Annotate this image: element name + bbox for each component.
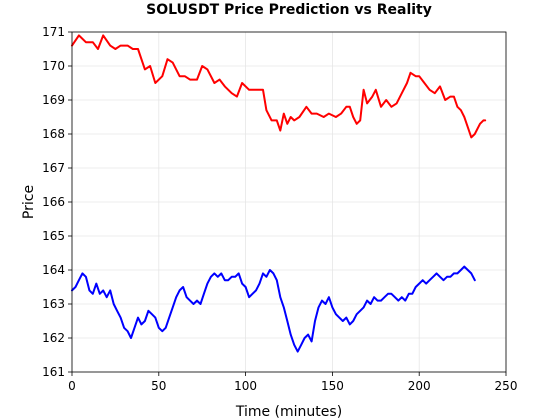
y-tick-label: 166	[42, 195, 65, 209]
x-axis-label: Time (minutes)	[235, 404, 342, 420]
x-tick-label: 50	[151, 379, 166, 393]
y-tick-label: 162	[42, 331, 65, 345]
y-tick-label: 164	[42, 263, 65, 277]
x-tick-label: 200	[408, 379, 431, 393]
x-axis: 0 50 100 150 200 250	[68, 372, 517, 393]
x-tick-label: 0	[68, 379, 76, 393]
x-tick-label: 250	[495, 379, 518, 393]
series-layer	[71, 34, 487, 353]
series-line-reality	[71, 34, 487, 139]
y-tick-label: 161	[42, 365, 65, 379]
y-tick-label: 170	[42, 59, 65, 73]
y-tick-label: 163	[42, 297, 65, 311]
y-tick-label: 167	[42, 161, 65, 175]
y-tick-label: 171	[42, 25, 65, 39]
series-line-prediction	[71, 265, 476, 353]
y-tick-label: 169	[42, 93, 65, 107]
y-axis-label: Price	[21, 185, 37, 219]
x-tick-label: 100	[234, 379, 257, 393]
x-tick-label: 150	[321, 379, 344, 393]
y-axis: 161 162 163 164 165 166 167 168 169 170 171	[42, 25, 72, 379]
y-tick-label: 165	[42, 229, 65, 243]
chart-title: SOLUSDT Price Prediction vs Reality	[146, 2, 432, 18]
y-tick-label: 168	[42, 127, 65, 141]
